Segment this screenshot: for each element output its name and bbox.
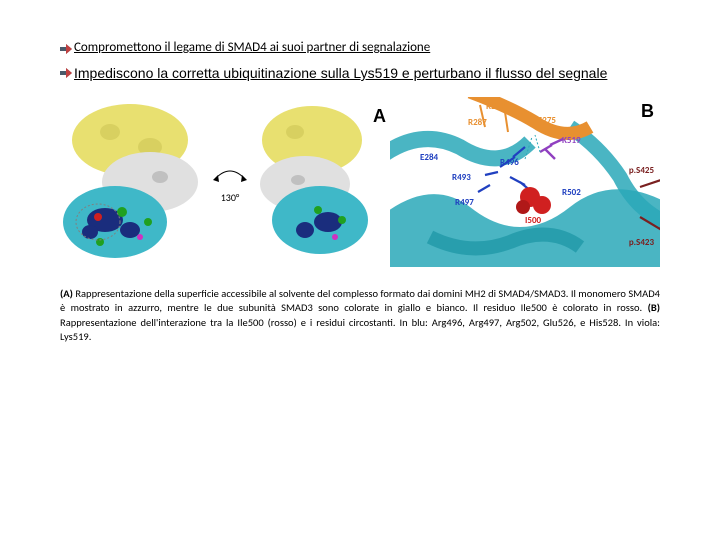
panel-a: 130° A [60, 102, 380, 262]
figure-caption: (A) Rappresentazione della superficie ac… [60, 287, 660, 344]
label-r496: R496 [500, 157, 519, 168]
panel-a-label: A [373, 106, 386, 127]
surface-structure-right [250, 102, 380, 262]
label-r497: R497 [455, 197, 474, 208]
label-ps423: p.S423 [629, 237, 654, 248]
label-i500: I500 [525, 215, 541, 226]
rotation-label: 130° [210, 191, 250, 204]
caption-b-text: Rappresentazione dell'interazione tra la… [60, 316, 660, 343]
caption-b-bold: (B) [648, 301, 660, 314]
label-k519: K519 [562, 135, 581, 146]
figure-row: 130° A [60, 97, 660, 267]
caption-a-text: Rappresentazione della superficie access… [60, 287, 660, 314]
label-s275: S275 [538, 115, 556, 126]
panel-b-label: B [641, 101, 654, 122]
label-r502: R502 [562, 187, 581, 198]
bullet-arrow-icon [60, 43, 74, 58]
bullet-arrow-icon [60, 67, 74, 82]
label-r493: R493 [452, 172, 471, 183]
label-e284: E284 [420, 152, 438, 163]
caption-a-bold: (A) [60, 287, 73, 300]
label-r287: R287 [468, 117, 487, 128]
panel-b: R279 R287 S275 E284 R496 R493 K519 R497 … [390, 97, 660, 267]
bullet-1-text: Compromettono il legame di SMAD4 ai suoi… [74, 40, 660, 57]
rotation-indicator: 130° [210, 161, 250, 204]
label-ps425: p.S425 [629, 165, 654, 176]
surface-structure-left [60, 102, 210, 262]
bullet-2-text: Impediscono la corretta ubiquitinazione … [74, 64, 660, 82]
label-r279: R279 [486, 101, 505, 112]
